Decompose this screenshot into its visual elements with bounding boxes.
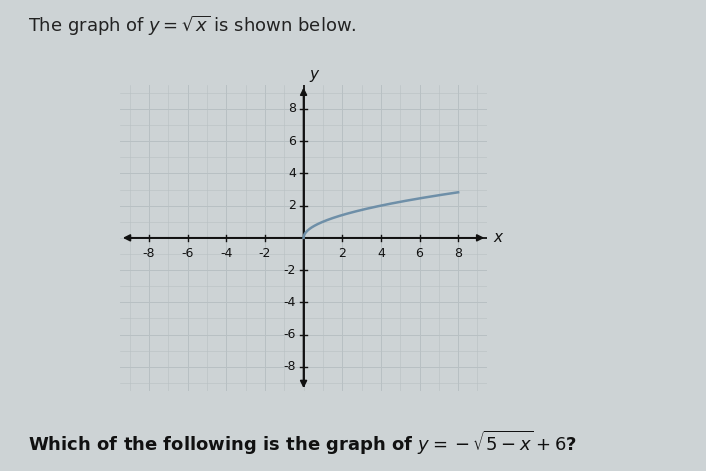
Text: 8: 8 xyxy=(454,247,462,260)
Text: 4: 4 xyxy=(288,167,296,180)
Text: 6: 6 xyxy=(416,247,424,260)
Text: 2: 2 xyxy=(338,247,346,260)
Text: -2: -2 xyxy=(284,264,296,276)
Text: -8: -8 xyxy=(143,247,155,260)
Text: -2: -2 xyxy=(258,247,271,260)
Text: 6: 6 xyxy=(288,135,296,148)
Text: 2: 2 xyxy=(288,199,296,212)
Text: -6: -6 xyxy=(181,247,194,260)
Text: Which of the following is the graph of $y = -\sqrt{5 - x} + 6$?: Which of the following is the graph of $… xyxy=(28,429,577,457)
Text: 4: 4 xyxy=(377,247,385,260)
Text: -4: -4 xyxy=(284,296,296,309)
Text: -4: -4 xyxy=(220,247,232,260)
Text: -8: -8 xyxy=(283,360,296,373)
Text: 8: 8 xyxy=(288,103,296,115)
Text: -6: -6 xyxy=(284,328,296,341)
Text: y: y xyxy=(309,66,318,81)
Text: The graph of $y = \sqrt{x}$ is shown below.: The graph of $y = \sqrt{x}$ is shown bel… xyxy=(28,14,357,38)
Text: x: x xyxy=(493,230,502,245)
